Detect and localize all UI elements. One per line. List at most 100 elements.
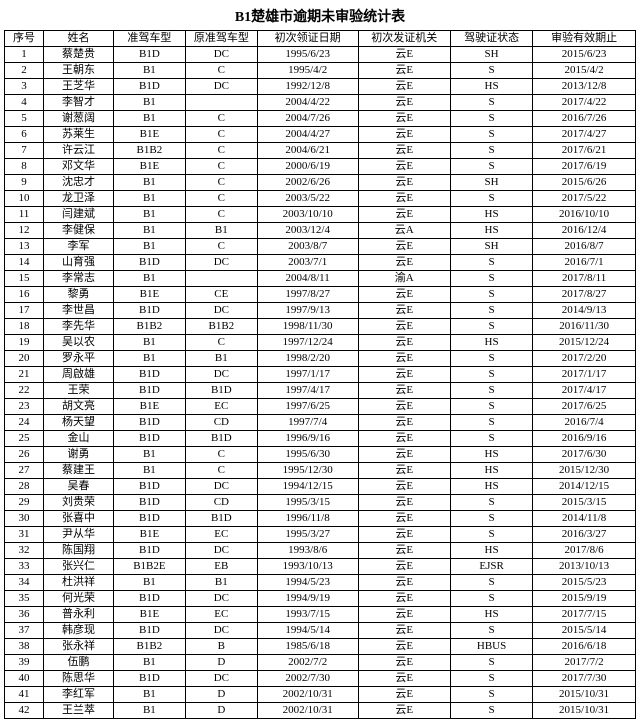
table-cell: CD	[185, 415, 257, 431]
table-cell: 2014/9/13	[533, 303, 636, 319]
table-cell: 云E	[358, 207, 450, 223]
table-cell: 2015/10/31	[533, 703, 636, 719]
table-cell: 2016/11/30	[533, 319, 636, 335]
table-cell: B1E	[113, 527, 185, 543]
table-cell: EC	[185, 527, 257, 543]
table-cell: 2017/7/15	[533, 607, 636, 623]
table-cell: 李世昌	[44, 303, 114, 319]
table-cell: 1996/11/8	[257, 511, 358, 527]
table-cell: 云E	[358, 431, 450, 447]
table-cell: S	[450, 367, 532, 383]
table-row: 41李红军B1D2002/10/31云ES2015/10/31	[5, 687, 636, 703]
table-cell: DC	[185, 591, 257, 607]
table-cell: 36	[5, 607, 44, 623]
table-cell: B1B2	[185, 319, 257, 335]
page-title: B1楚雄市逾期未审验统计表	[4, 4, 636, 30]
table-row: 13李军B1C2003/8/7云ESH2016/8/7	[5, 239, 636, 255]
table-cell: 37	[5, 623, 44, 639]
table-cell: 2015/9/19	[533, 591, 636, 607]
table-row: 2王朝东B1C1995/4/2云ES2015/4/2	[5, 63, 636, 79]
table-cell: 29	[5, 495, 44, 511]
table-cell: B1D	[185, 383, 257, 399]
column-header: 驾驶证状态	[450, 31, 532, 47]
table-cell: B1	[113, 447, 185, 463]
table-cell: 云E	[358, 447, 450, 463]
table-cell: 云E	[358, 191, 450, 207]
table-cell: 蔡建王	[44, 463, 114, 479]
table-cell: B1D	[185, 511, 257, 527]
table-cell: B1	[113, 271, 185, 287]
table-cell: 6	[5, 127, 44, 143]
table-cell: 云E	[358, 287, 450, 303]
table-cell: 2016/8/7	[533, 239, 636, 255]
table-cell: HBUS	[450, 639, 532, 655]
table-cell: 山育强	[44, 255, 114, 271]
table-cell: 云E	[358, 479, 450, 495]
table-cell: 5	[5, 111, 44, 127]
table-cell: 1997/7/4	[257, 415, 358, 431]
table-cell: B1	[113, 463, 185, 479]
table-row: 16黎勇B1ECE1997/8/27云ES2017/8/27	[5, 287, 636, 303]
table-cell: 张兴仁	[44, 559, 114, 575]
table-cell: 蔡楚贵	[44, 47, 114, 63]
table-cell: 2013/10/13	[533, 559, 636, 575]
table-cell: 云E	[358, 239, 450, 255]
table-row: 15李常志B12004/8/11渝AS2017/8/11	[5, 271, 636, 287]
table-cell: S	[450, 143, 532, 159]
table-cell: B1D	[185, 431, 257, 447]
table-cell: S	[450, 287, 532, 303]
table-cell: 2017/5/22	[533, 191, 636, 207]
table-cell: 1995/4/2	[257, 63, 358, 79]
table-cell: 杜洪祥	[44, 575, 114, 591]
table-cell: DC	[185, 47, 257, 63]
table-cell: 2002/7/2	[257, 655, 358, 671]
table-cell: B1D	[113, 431, 185, 447]
table-cell: 2002/10/31	[257, 703, 358, 719]
table-cell: 云E	[358, 303, 450, 319]
table-cell: 云E	[358, 415, 450, 431]
table-cell: 16	[5, 287, 44, 303]
table-cell: DC	[185, 255, 257, 271]
table-cell: 云E	[358, 79, 450, 95]
table-row: 6苏莱生B1EC2004/4/27云ES2017/4/27	[5, 127, 636, 143]
table-cell: 26	[5, 447, 44, 463]
table-cell: 渝A	[358, 271, 450, 287]
table-cell: 黎勇	[44, 287, 114, 303]
table-cell: 12	[5, 223, 44, 239]
table-cell: 2017/7/30	[533, 671, 636, 687]
table-cell: 2016/12/4	[533, 223, 636, 239]
table-cell: 27	[5, 463, 44, 479]
table-cell: 许云江	[44, 143, 114, 159]
table-cell: HS	[450, 479, 532, 495]
table-cell: 23	[5, 399, 44, 415]
table-cell: 2003/12/4	[257, 223, 358, 239]
column-header: 初次领证日期	[257, 31, 358, 47]
table-cell: 2017/1/17	[533, 367, 636, 383]
table-cell: 尹从华	[44, 527, 114, 543]
table-cell: B1	[113, 335, 185, 351]
table-cell: 李红军	[44, 687, 114, 703]
table-cell: S	[450, 255, 532, 271]
table-cell: S	[450, 495, 532, 511]
table-cell: 云A	[358, 223, 450, 239]
table-cell: 2003/10/10	[257, 207, 358, 223]
table-cell: 32	[5, 543, 44, 559]
table-cell: 云E	[358, 95, 450, 111]
table-cell: 云E	[358, 47, 450, 63]
table-cell: B1D	[113, 383, 185, 399]
table-cell: 龙卫泽	[44, 191, 114, 207]
table-cell: 2017/7/2	[533, 655, 636, 671]
table-cell: 2004/4/22	[257, 95, 358, 111]
table-cell: 伍鹏	[44, 655, 114, 671]
table-cell: B1	[113, 703, 185, 719]
table-cell: 云E	[358, 591, 450, 607]
table-row: 38张永祥B1B2B1985/6/18云EHBUS2016/6/18	[5, 639, 636, 655]
table-cell: S	[450, 415, 532, 431]
table-cell: 王朝东	[44, 63, 114, 79]
table-cell: DC	[185, 543, 257, 559]
table-row: 8邓文华B1EC2000/6/19云ES2017/6/19	[5, 159, 636, 175]
table-cell: 33	[5, 559, 44, 575]
table-cell: 李常志	[44, 271, 114, 287]
table-cell: 1994/5/23	[257, 575, 358, 591]
table-cell: 38	[5, 639, 44, 655]
